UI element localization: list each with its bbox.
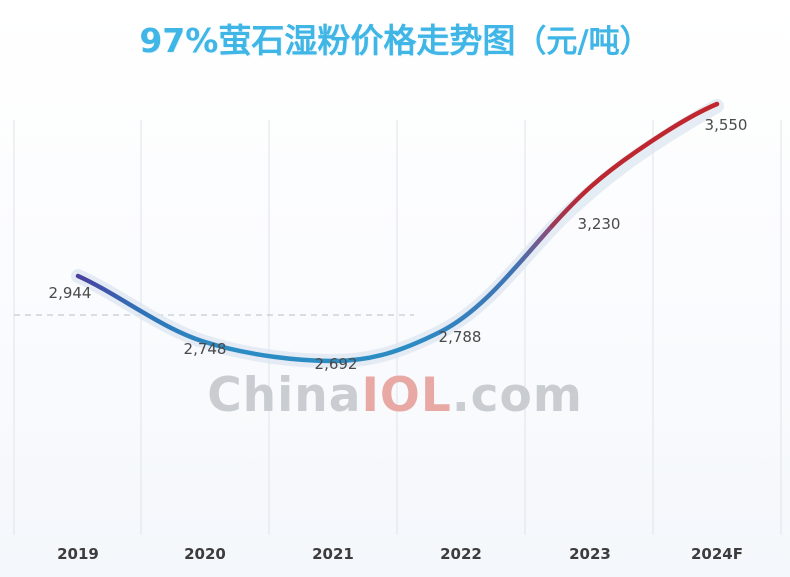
x-tick-2024f: 2024F [691, 545, 743, 563]
series-forecast-line [549, 101, 720, 229]
x-tick-2022: 2022 [440, 545, 482, 563]
x-tick-2021: 2021 [312, 545, 354, 563]
x-tick-2023: 2023 [569, 545, 611, 563]
x-axis: 2019 2020 2021 2022 2023 2024F [0, 545, 790, 571]
watermark: ChinaIOL.com [0, 368, 790, 423]
data-label-2021: 2,692 [314, 355, 358, 373]
x-tick-2020: 2020 [184, 545, 226, 563]
chart-title-unit: （元/吨） [515, 24, 651, 60]
watermark-part-c: .com [451, 368, 583, 423]
data-label-2019: 2,944 [48, 284, 92, 302]
data-label-2020: 2,748 [183, 340, 227, 358]
plot-area [0, 80, 790, 535]
gridlines [13, 120, 782, 535]
series-history-line [75, 223, 555, 364]
watermark-part-b: IOL [361, 368, 452, 423]
data-label-2024f: 3,550 [704, 116, 748, 134]
chart-title: 97%萤石湿粉价格走势图（元/吨） [0, 14, 790, 62]
chart-title-main: 97%萤石湿粉价格走势图 [139, 21, 516, 60]
x-tick-2019: 2019 [57, 545, 99, 563]
data-label-2023: 3,230 [577, 215, 621, 233]
data-label-2022: 2,788 [438, 328, 482, 346]
watermark-part-a: China [207, 368, 362, 423]
